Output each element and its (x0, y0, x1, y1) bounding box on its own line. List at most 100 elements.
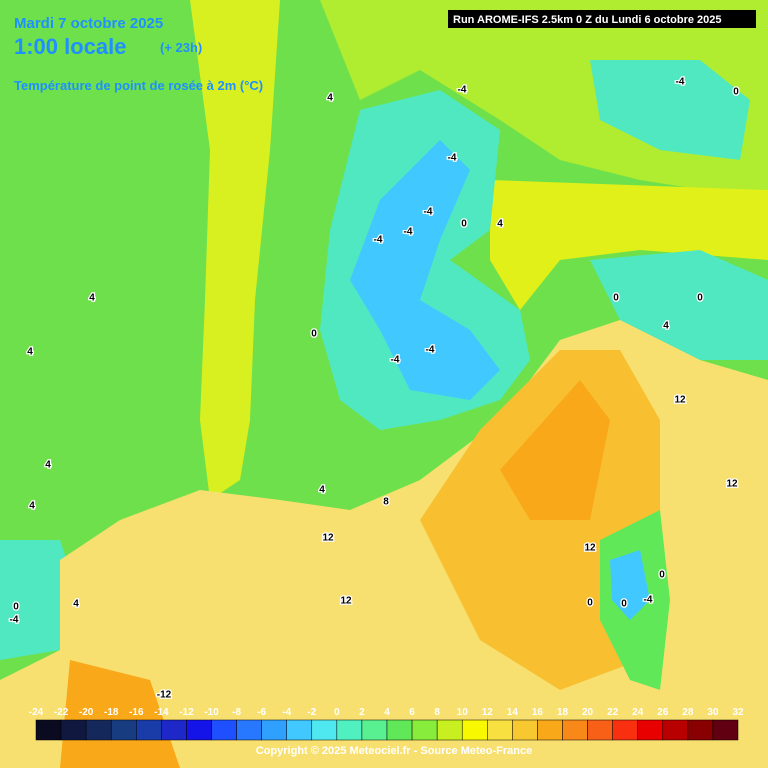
legend-label: 16 (532, 707, 544, 718)
contour-label: 4 (27, 347, 33, 358)
legend-swatch (110, 719, 137, 741)
contour-label: 12 (726, 479, 738, 490)
legend-label: -4 (282, 707, 291, 718)
contour-label: 4 (45, 460, 51, 471)
contour-label: -4 (676, 77, 685, 88)
contour-label: 4 (327, 93, 333, 104)
contour-label: 12 (322, 533, 334, 544)
legend-label: 22 (607, 707, 619, 718)
legend-label: -18 (104, 707, 119, 718)
legend-label: 14 (507, 707, 519, 718)
copyright: Copyright © 2025 Meteociel.fr - Source M… (256, 745, 532, 757)
contour-label: 4 (89, 293, 95, 304)
legend-label: -8 (232, 707, 241, 718)
legend-swatch (211, 719, 237, 741)
warmest-sea (500, 380, 610, 520)
legend-swatch (60, 719, 87, 741)
legend-label: 2 (359, 707, 365, 718)
contour-label: 12 (584, 543, 596, 554)
legend-swatch (562, 719, 588, 741)
date: Mardi 7 octobre 2025 (14, 15, 163, 32)
contour-label: -4 (458, 85, 467, 96)
contour-label: 8 (383, 497, 389, 508)
legend-label: 24 (632, 707, 644, 718)
legend-label: -14 (154, 707, 169, 718)
contour-label: 0 (733, 87, 739, 98)
legend-label: -10 (204, 707, 219, 718)
contour-label: -4 (10, 615, 19, 626)
legend-label: 28 (682, 707, 694, 718)
legend-swatch (487, 719, 513, 741)
legend-label: 30 (707, 707, 719, 718)
legend-swatch (311, 719, 338, 741)
legend-label: -2 (307, 707, 316, 718)
legend-label: 4 (384, 707, 390, 718)
legend-swatch (537, 719, 563, 741)
legend-label: -24 (29, 707, 44, 718)
lead-time: (+ 23h) (160, 40, 202, 55)
legend-swatch (587, 719, 613, 741)
contour-label: 12 (340, 596, 352, 607)
contour-label: 12 (674, 395, 686, 406)
legend-label: -12 (179, 707, 194, 718)
legend-swatch (136, 719, 162, 741)
contour-label: 0 (613, 293, 619, 304)
legend-swatch (687, 719, 714, 741)
legend-label: 26 (657, 707, 669, 718)
contour-label: -4 (374, 235, 383, 246)
legend-label: 12 (482, 707, 494, 718)
legend-swatch (712, 719, 739, 741)
legend-swatch (161, 719, 187, 741)
contour-label: 0 (697, 293, 703, 304)
legend: -24 -22 -20 -18 -16 -14 -12 -10 -8 -6 -4 -2 0 2 4 6 8 10 1… (29, 707, 744, 741)
contour-label: 0 (13, 602, 19, 613)
contour-label: 0 (659, 570, 665, 581)
legend-swatch (411, 719, 438, 741)
po-valley (590, 250, 768, 360)
alps-east (590, 60, 750, 160)
legend-swatch (436, 719, 463, 741)
contour-label: -4 (448, 153, 457, 164)
contour-label: 0 (311, 329, 317, 340)
legend-label: -16 (129, 707, 144, 718)
legend-swatch (662, 719, 689, 741)
legend-swatch (461, 719, 488, 741)
legend-swatch (261, 719, 287, 741)
run-box (448, 10, 756, 28)
contour-label: -4 (424, 207, 433, 218)
legend-label: 20 (582, 707, 594, 718)
north-region (320, 0, 768, 200)
legend-swatch (637, 719, 664, 741)
legend-label: 18 (557, 707, 569, 718)
warm-sea-west (60, 660, 180, 768)
corsica-cold (610, 550, 650, 620)
legend-swatch (612, 719, 638, 741)
run-info: Run AROME-IFS 2.5km 0 Z du Lundi 6 octob… (453, 14, 722, 26)
variable: Température de point de rosée à 2m (°C) (14, 78, 263, 93)
legend-label: -22 (54, 707, 69, 718)
contour-label: -4 (644, 595, 653, 606)
legend-label: -20 (79, 707, 94, 718)
legend-label: 0 (334, 707, 340, 718)
legend-swatch (286, 719, 313, 741)
contour-label: -12 (157, 690, 172, 701)
contour-label: -4 (404, 227, 413, 238)
contour-label: -4 (391, 355, 400, 366)
alps-cold (350, 140, 500, 400)
legend-swatch (512, 719, 538, 741)
contour-label: -4 (426, 345, 435, 356)
contour-label: 4 (319, 485, 325, 496)
yellow-region (490, 180, 768, 310)
legend-swatch (386, 719, 413, 741)
contour-label: 4 (497, 219, 503, 230)
legend-swatch (336, 719, 363, 741)
legend-swatch (35, 719, 62, 741)
legend-label: 32 (732, 707, 744, 718)
contour-label: 4 (29, 501, 35, 512)
contour-label: 4 (663, 321, 669, 332)
contour-label: 0 (621, 599, 627, 610)
contour-label: 0 (461, 219, 467, 230)
contour-label: 0 (587, 598, 593, 609)
contour-labels: 4 4 4 4 4 -4 -4 -4 -4 -4 -4 0 4 0 -4 -4 0 0 4 0 4 8 12 12 12 12 12… (8, 75, 740, 702)
